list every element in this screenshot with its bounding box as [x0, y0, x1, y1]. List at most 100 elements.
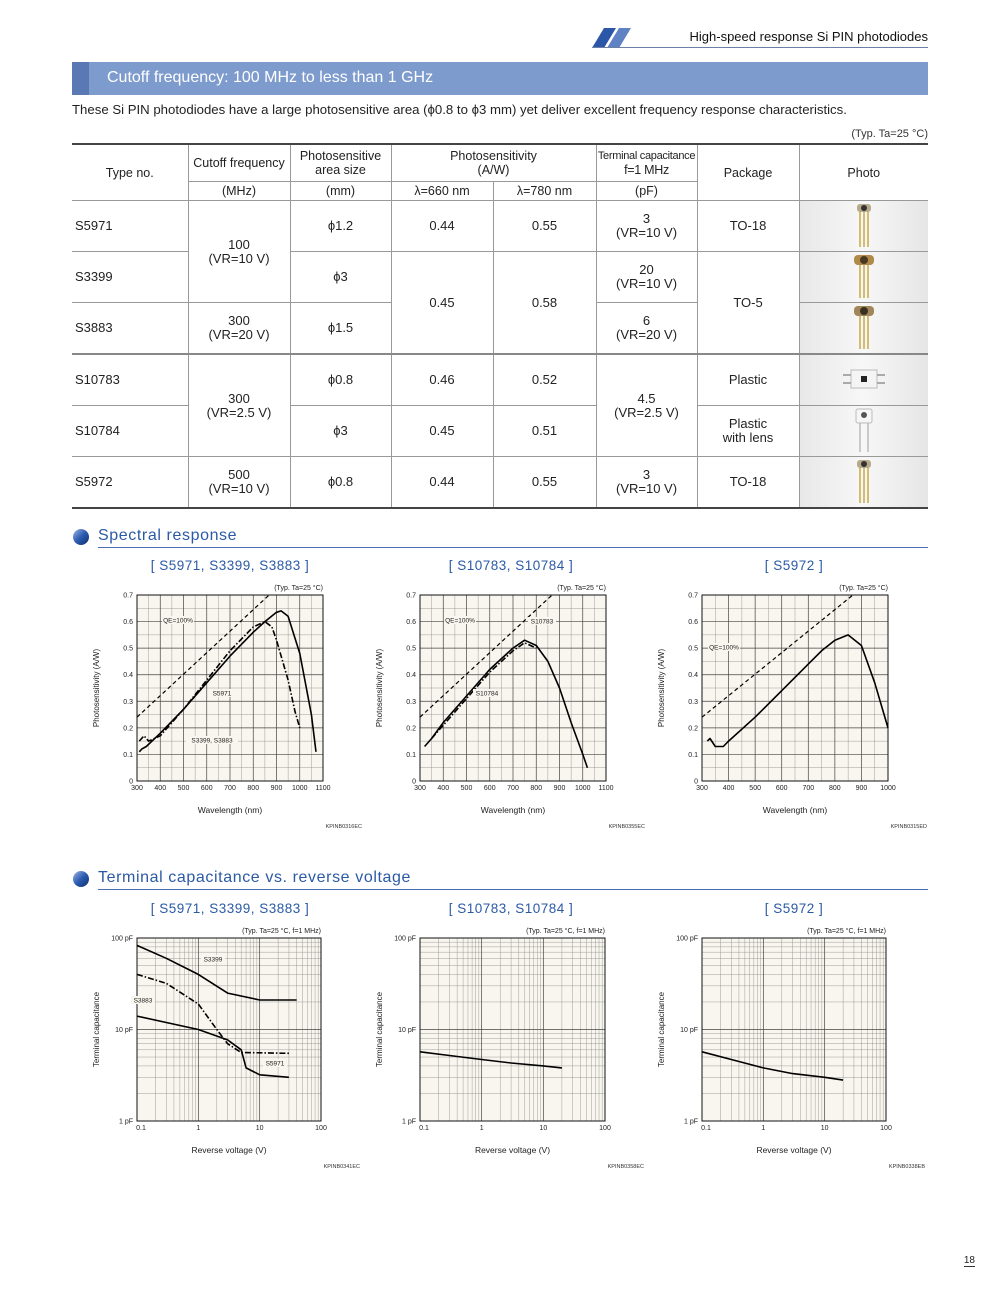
figure-code: KPINB0338EB: [889, 1164, 925, 1170]
x-tick-label: 600: [201, 785, 213, 792]
cell-value: 500: [228, 467, 250, 482]
x-tick-label: 1: [761, 1125, 765, 1132]
header-cell: λ=660 nm: [390, 181, 494, 201]
cell-value: 300: [228, 313, 250, 328]
header-line: f=1 MHz: [624, 163, 669, 177]
header-cell: Photo: [798, 143, 929, 201]
cell: 0.45: [390, 251, 494, 355]
cell-cond: (VR=10 V): [208, 250, 270, 266]
y-axis-label: Terminal capacitance: [375, 991, 384, 1067]
series-line: [138, 620, 301, 742]
x-tick-label: 1100: [598, 785, 613, 792]
photo: [798, 200, 929, 252]
x-tick-label: 700: [224, 785, 236, 792]
y-tick-label: 0.3: [406, 699, 416, 706]
series-label: S3399, S3883: [191, 738, 233, 745]
chart-title: [ S10783, S10784 ]: [449, 901, 574, 916]
header-cell: (MHz): [188, 181, 291, 201]
label-bg: [131, 996, 155, 1004]
cell-value: 6: [642, 313, 651, 328]
y-axis-label: Photosensitivity (A/W): [657, 649, 666, 728]
y-tick-label: 100 pF: [676, 936, 698, 943]
x-tick-label: 500: [178, 785, 190, 792]
cell: 0.55: [492, 456, 597, 509]
series-line: [136, 594, 270, 718]
photo: [798, 456, 929, 509]
plot-frame: [136, 937, 322, 1122]
header-rule: [592, 47, 928, 48]
cell: 300 (VR=2.5 V): [187, 353, 291, 457]
y-tick-label: 1 pF: [119, 1119, 133, 1126]
cell: ϕ3: [289, 251, 392, 303]
plot-frame: [419, 937, 606, 1122]
y-tick-label: 0.3: [123, 699, 133, 706]
cell-cond: (VR=10 V): [208, 481, 270, 496]
y-tick-label: 1 pF: [684, 1119, 698, 1126]
header-cell: Photosensitivity (A/W): [390, 143, 597, 182]
x-tick-label: 700: [507, 785, 519, 792]
x-tick-label: 10: [256, 1125, 264, 1132]
cell-cond: (VR=20 V): [615, 327, 678, 342]
y-axis-label: Photosensitivity (A/W): [92, 649, 101, 728]
y-tick-label: 0.1: [406, 752, 416, 759]
y-tick-label: 0.1: [688, 752, 698, 759]
photo-can: [853, 305, 874, 349]
y-tick-label: 0.7: [688, 593, 698, 600]
cell: 300 (VR=20 V): [187, 302, 291, 355]
header-line: Photosensitive: [299, 149, 382, 163]
x-tick-label: 300: [131, 785, 143, 792]
chart-title: [ S5971, S3399, S3883 ]: [151, 558, 310, 573]
cell: 3 (VR=10 V): [595, 200, 698, 252]
series-line: [419, 594, 553, 718]
y-tick-label: 0: [412, 779, 416, 786]
photo-can: [856, 203, 871, 247]
label-bg: [444, 616, 476, 624]
figure-code: KPINB0316EC: [326, 824, 362, 830]
x-tick-label: 600: [776, 785, 788, 792]
series-line: [701, 594, 854, 718]
cell: Plastic with lens: [696, 405, 800, 457]
header-title: High-speed response Si PIN photodiodes: [689, 29, 928, 44]
cell-cond: (VR=20 V): [208, 327, 270, 342]
x-tick-label: 0.1: [419, 1125, 429, 1132]
chart-title: [ S5971, S3399, S3883 ]: [151, 901, 310, 916]
y-tick-label: 0.2: [123, 725, 133, 732]
y-tick-label: 0.4: [123, 672, 133, 679]
y-tick-label: 0.6: [123, 619, 133, 626]
cell-value: 3: [642, 211, 651, 226]
cell-cond: (VR=2.5 V): [614, 404, 679, 420]
header-cell: (mm): [289, 181, 392, 201]
series-label: S10784: [476, 691, 499, 698]
y-axis-label: Terminal capacitance: [92, 991, 101, 1067]
y-tick-label: 0.6: [406, 619, 416, 626]
cell: S3399: [72, 251, 189, 303]
cell: Plastic: [696, 353, 800, 406]
y-tick-label: 0.6: [688, 619, 698, 626]
y-tick-label: 0.5: [406, 646, 416, 653]
x-axis-label: Wavelength (nm): [198, 805, 263, 815]
chart-note: (Typ. Ta=25 °C, f=1 MHz): [242, 927, 321, 935]
x-tick-label: 10: [539, 1125, 547, 1132]
photo-plastic: [842, 369, 885, 388]
x-tick-label: 1000: [292, 785, 308, 792]
y-tick-label: 0.5: [688, 646, 698, 653]
x-axis-label: Reverse voltage (V): [756, 1145, 831, 1155]
cell: 0.55: [492, 200, 597, 252]
y-tick-label: 10 pF: [680, 1027, 698, 1034]
x-tick-label: 100: [315, 1125, 327, 1132]
x-tick-label: 700: [802, 785, 814, 792]
x-axis-label: Wavelength (nm): [481, 805, 546, 815]
label-bg: [186, 736, 238, 744]
cell: S3883: [72, 302, 189, 355]
x-tick-label: 1000: [575, 785, 591, 792]
photo-lens: [855, 408, 873, 452]
header-cell: Cutoff frequency: [187, 143, 291, 182]
cell-cond: (VR=10 V): [615, 276, 678, 291]
x-tick-label: 400: [437, 785, 449, 792]
y-tick-label: 100 pF: [394, 936, 416, 943]
header-cell: λ=780 nm: [492, 181, 597, 201]
label-bg: [263, 1059, 287, 1067]
cell: ϕ1.5: [289, 302, 392, 355]
header-line: Photosensitivity: [450, 149, 537, 163]
